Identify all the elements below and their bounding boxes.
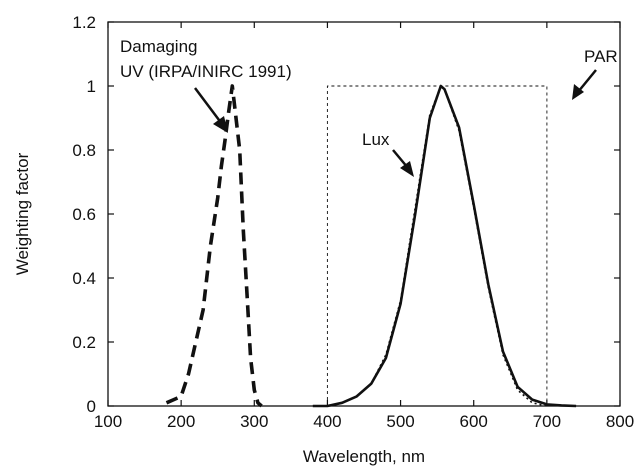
arrow-par-line — [577, 69, 597, 93]
y-tick-label: 0.2 — [72, 333, 96, 352]
y-axis-label: Weighting factor — [13, 152, 32, 275]
arrow-uv-head — [213, 116, 228, 133]
y-tick-label: 0.6 — [72, 205, 96, 224]
x-axis-label: Wavelength, nm — [303, 447, 425, 466]
annotation-damaging-uv-line2: UV (IRPA/INIRC 1991) — [120, 62, 292, 81]
arrow-lux-head — [400, 161, 414, 177]
x-tick-label: 600 — [460, 412, 488, 431]
annotation-damaging-uv-line1: Damaging — [120, 37, 198, 56]
x-tick-label: 800 — [606, 412, 634, 431]
series-lux — [312, 84, 577, 408]
y-tick-label: 0.4 — [72, 269, 96, 288]
x-tick-labels: 100 200 300 400 500 600 700 800 — [94, 412, 634, 431]
x-tick-label: 200 — [167, 412, 195, 431]
arrow-par-head — [572, 84, 584, 100]
y-tick-label: 1.2 — [72, 13, 96, 32]
series-damaging-uv — [165, 84, 263, 408]
y-tick-label: 0 — [87, 397, 96, 416]
y-tick-label: 0.8 — [72, 141, 96, 160]
series-par — [326, 85, 548, 406]
x-tick-label: 300 — [240, 412, 268, 431]
x-tick-label: 500 — [386, 412, 414, 431]
annotation-par: PAR — [584, 47, 618, 66]
y-tick-label: 1 — [87, 77, 96, 96]
y-tick-labels: 0 0.2 0.4 0.6 0.8 1 1.2 — [72, 13, 96, 416]
annotation-arrows — [194, 69, 597, 177]
x-tick-label: 100 — [94, 412, 122, 431]
arrow-uv-line — [194, 87, 223, 125]
x-tick-label: 700 — [533, 412, 561, 431]
annotation-lux: Lux — [362, 130, 390, 149]
series-layer — [165, 84, 577, 408]
x-tick-label: 400 — [313, 412, 341, 431]
series-lux-secondary — [327, 85, 548, 407]
